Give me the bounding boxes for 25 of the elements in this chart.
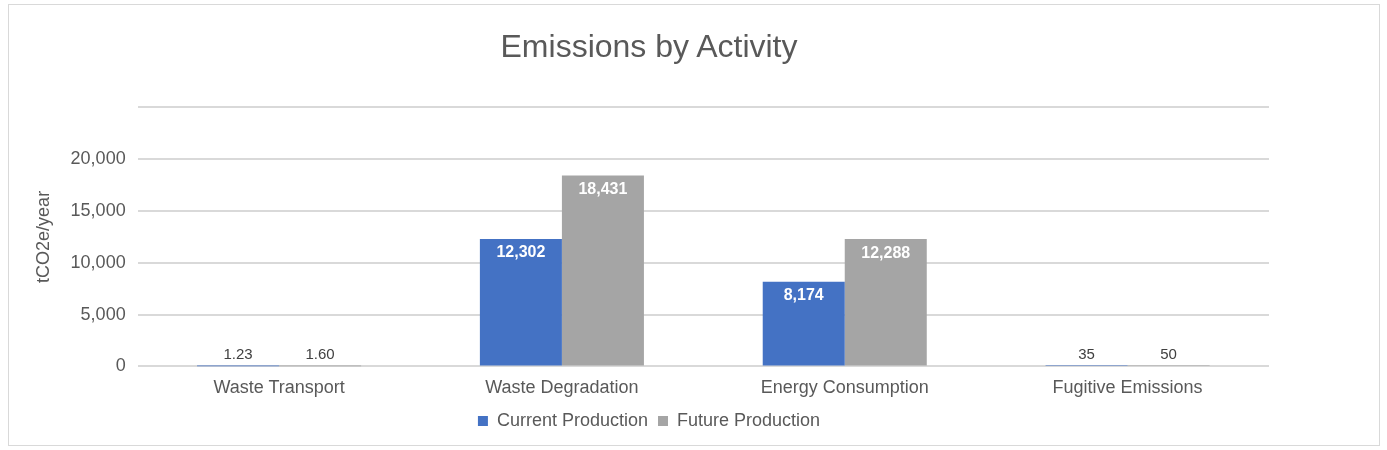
data-label: 1.23 [223,345,253,363]
bar [762,281,845,366]
data-label: 35 [1078,344,1095,362]
data-label: 18,431 [578,179,628,197]
data-label: 1.60 [305,345,335,363]
data-label: 50 [1160,344,1177,362]
data-label: 12,288 [861,243,911,261]
chart-title: Emissions by Activity [500,28,798,65]
data-label: 8,174 [783,286,824,304]
x-tick-label: Waste Degradation [485,377,639,398]
x-tick-label: Fugitive Emissions [1052,377,1203,398]
legend-label: Current Production [496,409,648,430]
bar [479,238,562,366]
legend-label: Future Production [677,409,821,430]
y-axis-title: tCO2e/year [32,190,53,283]
bar [844,239,927,366]
x-tick-label: Energy Consumption [760,377,929,398]
y-tick-label: 0 [115,355,126,376]
y-tick-label: 20,000 [70,148,126,169]
y-tick-label: 5,000 [80,303,126,324]
y-tick-label: 15,000 [70,199,126,220]
bar [561,175,644,366]
data-label: 12,302 [496,243,546,261]
x-tick-label: Waste Transport [213,377,345,398]
y-tick-label: 10,000 [70,251,126,272]
